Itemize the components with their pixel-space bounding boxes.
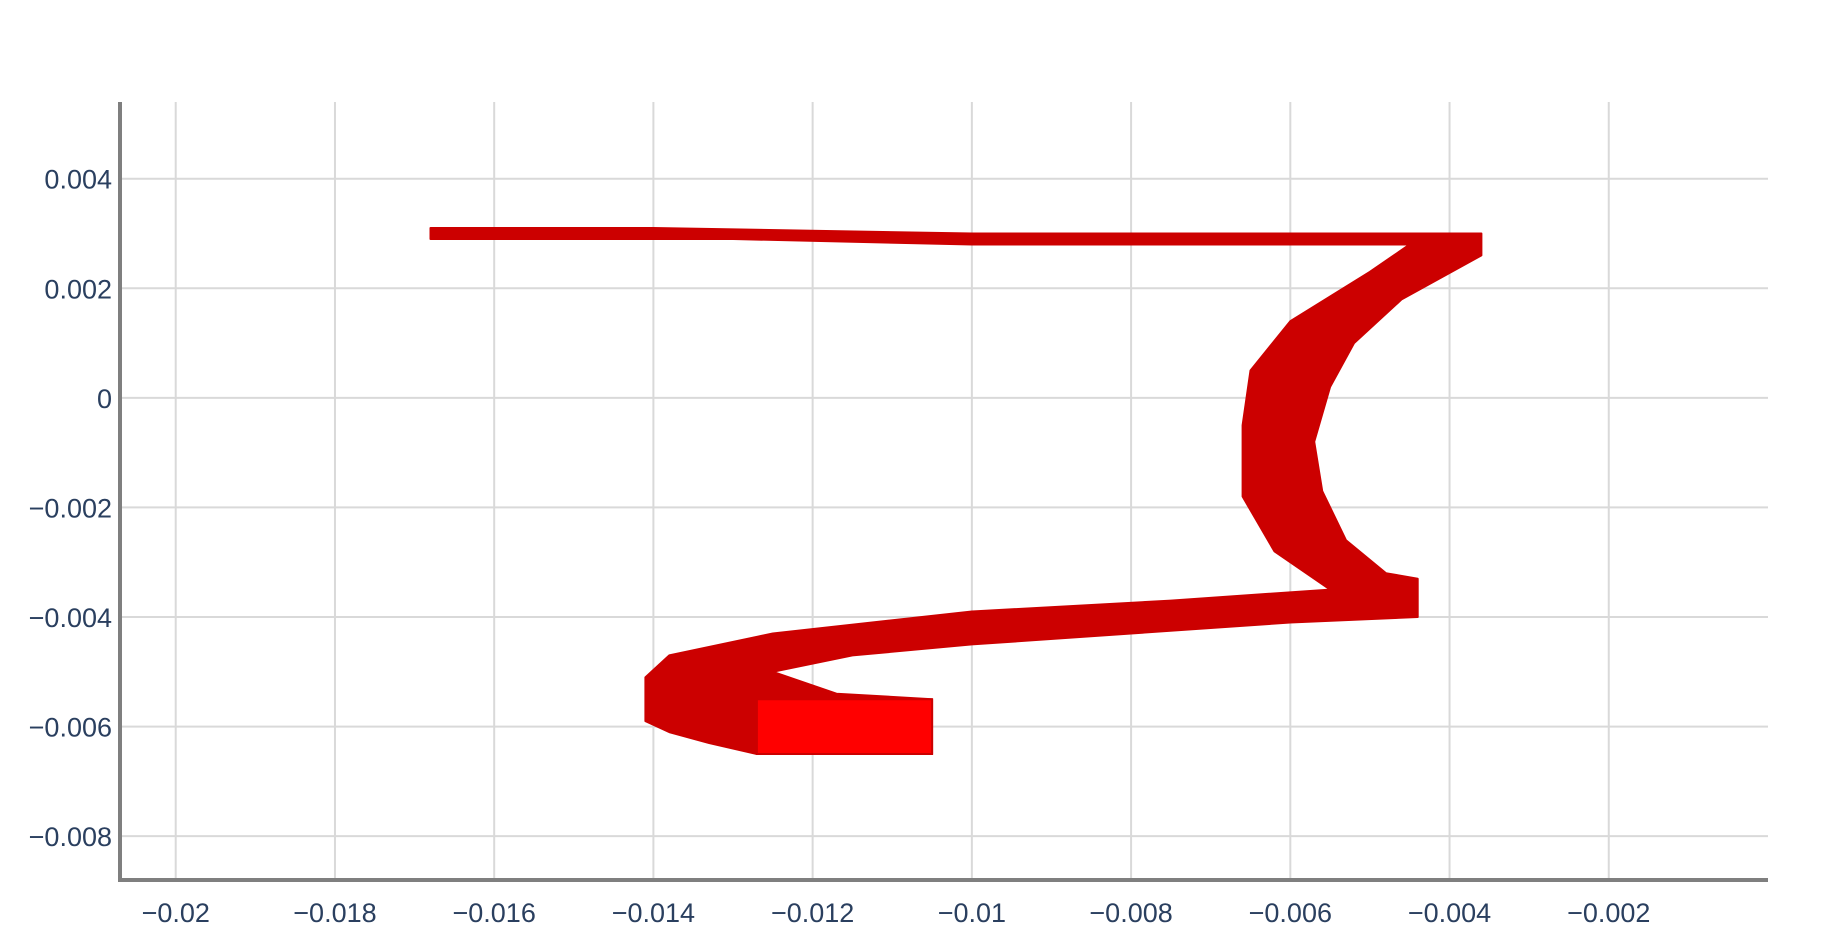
x-tick-label: −0.012 (771, 898, 854, 928)
series-end-face (755, 698, 934, 755)
x-tick-label: −0.008 (1089, 898, 1172, 928)
axes (118, 102, 1768, 882)
x-tick-label: −0.02 (142, 898, 210, 928)
x-tick-label: −0.014 (612, 898, 695, 928)
grid-lines (120, 102, 1768, 880)
tick-labels: −0.02 −0.018 −0.016 −0.014 −0.012 −0.01 −0.008… (29, 165, 1651, 928)
y-tick-label: 0.002 (44, 274, 112, 304)
series-ribbon (429, 227, 1483, 755)
x-tick-label: −0.004 (1408, 898, 1491, 928)
y-tick-label: −0.004 (29, 603, 112, 633)
y-tick-label: −0.002 (29, 493, 112, 523)
x-tick-label: −0.002 (1567, 898, 1650, 928)
y-tick-label: −0.008 (29, 822, 112, 852)
y-tick-label: −0.006 (29, 713, 112, 743)
y-tick-label: 0 (97, 384, 112, 414)
x-tick-label: −0.01 (938, 898, 1006, 928)
x-tick-label: −0.016 (453, 898, 536, 928)
series-layer (429, 227, 1483, 755)
y-tick-label: 0.004 (44, 165, 112, 195)
x-tick-label: −0.006 (1249, 898, 1332, 928)
x-tick-label: −0.018 (293, 898, 376, 928)
